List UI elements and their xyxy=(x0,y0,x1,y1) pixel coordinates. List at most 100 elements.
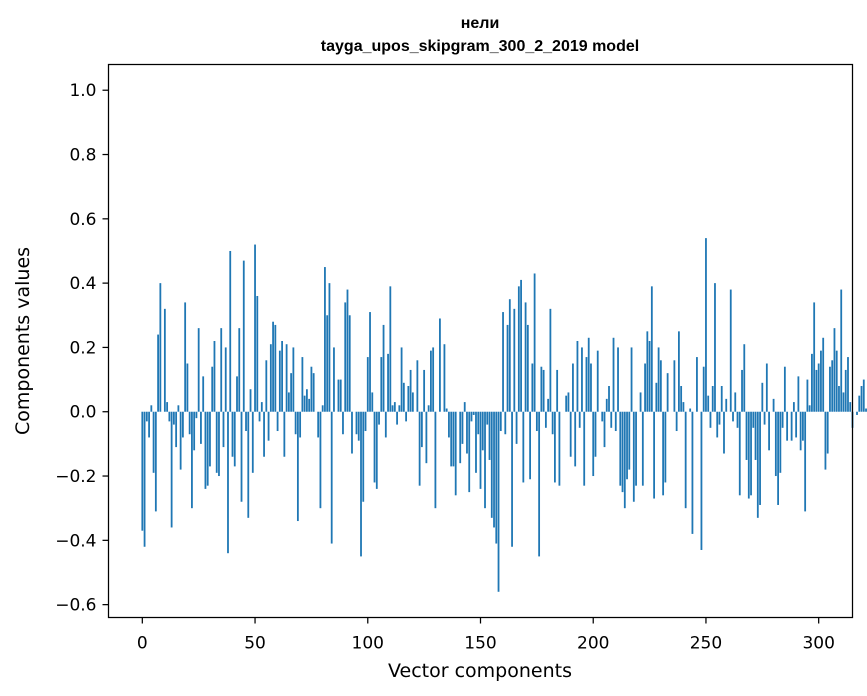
bar-210 xyxy=(614,411,617,432)
bar-157 xyxy=(495,411,498,544)
bar-184 xyxy=(556,369,559,412)
bar-100 xyxy=(366,357,369,412)
bar-160 xyxy=(502,312,504,412)
bar-54 xyxy=(263,411,265,457)
x-tick-label: 250 xyxy=(690,634,722,654)
bar-291 xyxy=(797,376,800,412)
bar-101 xyxy=(369,312,371,412)
bar-253 xyxy=(711,386,714,412)
bar-2 xyxy=(145,411,148,422)
bar-209 xyxy=(612,337,615,412)
x-tick-label: 50 xyxy=(244,634,266,654)
bar-199 xyxy=(590,363,592,412)
bar-103 xyxy=(373,411,376,483)
bar-17 xyxy=(179,411,182,470)
bar-281 xyxy=(774,411,777,477)
bar-182 xyxy=(551,411,554,435)
bar-298 xyxy=(813,302,816,412)
bar-66 xyxy=(290,373,293,412)
x-tick-label: 200 xyxy=(577,634,609,654)
bar-168 xyxy=(520,279,522,412)
bar-267 xyxy=(743,344,746,412)
bar-155 xyxy=(490,411,493,518)
bar-4 xyxy=(150,405,153,412)
x-tick-label: 150 xyxy=(464,634,496,654)
bar-143 xyxy=(463,402,466,412)
bar-27 xyxy=(202,376,205,412)
bar-254 xyxy=(714,283,716,412)
bar-193 xyxy=(576,341,579,412)
bar-64 xyxy=(285,344,288,412)
bar-29 xyxy=(206,411,209,486)
bar-252 xyxy=(709,411,712,428)
bar-158 xyxy=(497,411,500,592)
bar-13 xyxy=(170,411,173,528)
bar-57 xyxy=(269,344,272,412)
bar-79 xyxy=(319,411,322,509)
bar-128 xyxy=(430,350,432,412)
bar-169 xyxy=(522,411,525,483)
bar-45 xyxy=(242,260,245,412)
bar-162 xyxy=(506,324,509,412)
bar-46 xyxy=(245,411,247,432)
bar-175 xyxy=(535,411,538,432)
bar-284 xyxy=(781,411,784,428)
bar-167 xyxy=(517,286,520,412)
bar-39 xyxy=(229,250,232,412)
y-tick-label: 1.0 xyxy=(69,81,96,101)
bar-294 xyxy=(804,411,807,512)
bar-185 xyxy=(558,411,561,486)
bar-16 xyxy=(177,405,180,412)
bar-153 xyxy=(486,411,489,425)
bar-81 xyxy=(324,267,326,412)
bar-214 xyxy=(623,411,626,509)
bar-52 xyxy=(258,411,261,422)
y-tick-label: −0.4 xyxy=(55,531,96,551)
bar-48 xyxy=(249,389,252,412)
bar-68 xyxy=(294,411,297,435)
bar-320 xyxy=(862,379,865,412)
bar-171 xyxy=(526,324,529,412)
bar-148 xyxy=(475,411,477,473)
bar-116 xyxy=(402,382,405,412)
bar-215 xyxy=(626,411,628,480)
y-tick-label: 0.2 xyxy=(69,338,96,358)
bar-123 xyxy=(418,411,421,486)
bar-156 xyxy=(493,411,495,528)
bar-146 xyxy=(470,411,473,422)
bar-41 xyxy=(233,411,236,467)
bar-285 xyxy=(783,366,786,412)
bar-277 xyxy=(765,363,768,412)
bar-243 xyxy=(689,408,692,412)
bar-206 xyxy=(605,398,608,412)
bar-85 xyxy=(333,347,335,412)
bar-314 xyxy=(849,402,852,412)
y-tick-label: −0.6 xyxy=(55,596,96,616)
bar-102 xyxy=(371,392,374,412)
bar-19 xyxy=(184,302,187,412)
bar-74 xyxy=(308,398,311,412)
bar-42 xyxy=(236,376,238,412)
bar-221 xyxy=(639,392,642,412)
bar-192 xyxy=(574,411,577,467)
bar-105 xyxy=(378,411,380,425)
bar-270 xyxy=(750,411,752,496)
bar-240 xyxy=(682,402,685,412)
bar-22 xyxy=(191,411,193,509)
bar-255 xyxy=(716,411,719,438)
bar-263 xyxy=(734,392,737,412)
bar-60 xyxy=(276,411,279,432)
bar-83 xyxy=(328,283,331,412)
bar-250 xyxy=(705,238,707,412)
bar-58 xyxy=(272,321,274,412)
bar-114 xyxy=(398,405,401,412)
bar-151 xyxy=(481,411,484,451)
bar-249 xyxy=(702,366,705,412)
bar-129 xyxy=(432,347,435,412)
bar-62 xyxy=(281,341,283,412)
bar-292 xyxy=(799,411,802,451)
bar-10 xyxy=(163,308,166,412)
bar-95 xyxy=(355,411,358,435)
bar-120 xyxy=(411,392,414,412)
bar-302 xyxy=(822,337,825,412)
